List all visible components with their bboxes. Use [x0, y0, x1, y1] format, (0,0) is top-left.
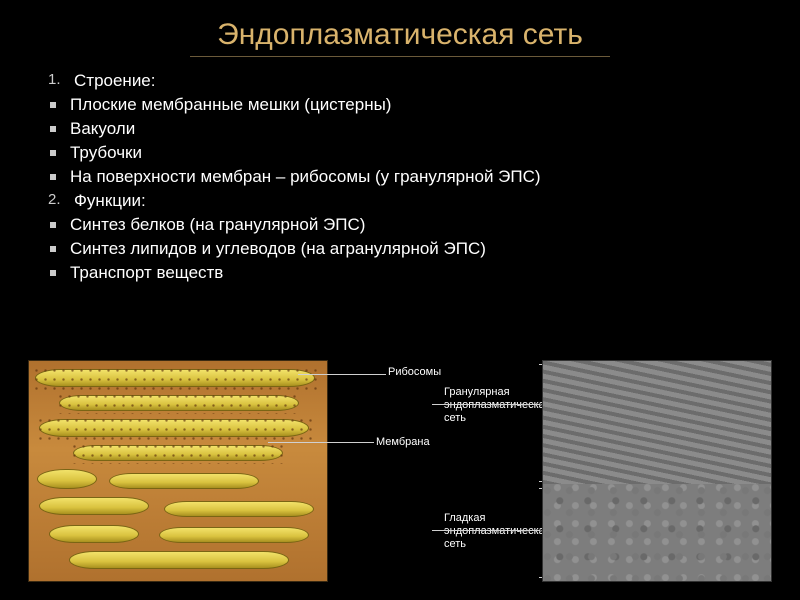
main-list: Строение: Плоские мембранные мешки (цист…	[48, 71, 780, 283]
function-items: Синтез белков (на гранулярной ЭПС) Синте…	[48, 215, 780, 283]
bullet-lipids: Синтез липидов и углеводов (на агрануляр…	[48, 239, 780, 259]
smooth-er-tube	[49, 525, 139, 543]
leader-line	[268, 442, 374, 443]
diagram-label-panel: РибосомыМембранаГранулярная эндоплазмати…	[328, 360, 542, 582]
micrograph-smooth	[543, 484, 771, 581]
rough-er-tube	[39, 419, 309, 437]
bullet-tubes: Трубочки	[48, 143, 780, 163]
section-structure: Строение:	[48, 71, 780, 91]
smooth-er-tube	[69, 551, 289, 569]
micrograph-granular	[543, 361, 771, 484]
rough-er-tube	[73, 445, 283, 461]
structure-items: Плоские мембранные мешки (цистерны) Ваку…	[48, 95, 780, 187]
bullet-cisterns: Плоские мембранные мешки (цистерны)	[48, 95, 780, 115]
diagram-figure: Рибосомы Мембрана Гранулярная эндоплазмати…	[28, 360, 772, 582]
slide-title: Эндоплазматическая сеть	[0, 0, 800, 56]
leader-line	[432, 530, 540, 531]
bullet-protein: Синтез белков (на гранулярной ЭПС)	[48, 215, 780, 235]
bullet-vacuoles: Вакуоли	[48, 119, 780, 139]
diagram-label-ribosomes: Рибосомы	[388, 366, 441, 379]
smooth-er-tube	[109, 473, 259, 489]
diagram-label-granular: Гранулярная эндоплазматическая сеть	[444, 386, 551, 426]
diagram-label-membrane: Мембрана	[376, 436, 430, 449]
diagram-label-smooth: Гладкая эндоплазматическая сеть	[444, 512, 551, 552]
smooth-er-tube	[159, 527, 309, 543]
rough-er-tube	[35, 369, 315, 387]
smooth-er-tube	[39, 497, 149, 515]
leader-line	[298, 374, 386, 375]
smooth-er-tube	[37, 469, 97, 489]
bullet-transport: Транспорт веществ	[48, 263, 780, 283]
bullet-ribosomes: На поверхности мембран – рибосомы (у гра…	[48, 167, 780, 187]
section-functions: Функции:	[48, 191, 780, 211]
slide: Эндоплазматическая сеть Строение: Плоски…	[0, 0, 800, 600]
content-area: Строение: Плоские мембранные мешки (цист…	[0, 71, 800, 283]
title-underline	[190, 56, 610, 57]
diagram-left-panel	[28, 360, 328, 582]
rough-er-tube	[59, 395, 299, 411]
diagram-micrograph	[542, 360, 772, 582]
smooth-er-tube	[164, 501, 314, 517]
leader-line	[432, 404, 540, 405]
